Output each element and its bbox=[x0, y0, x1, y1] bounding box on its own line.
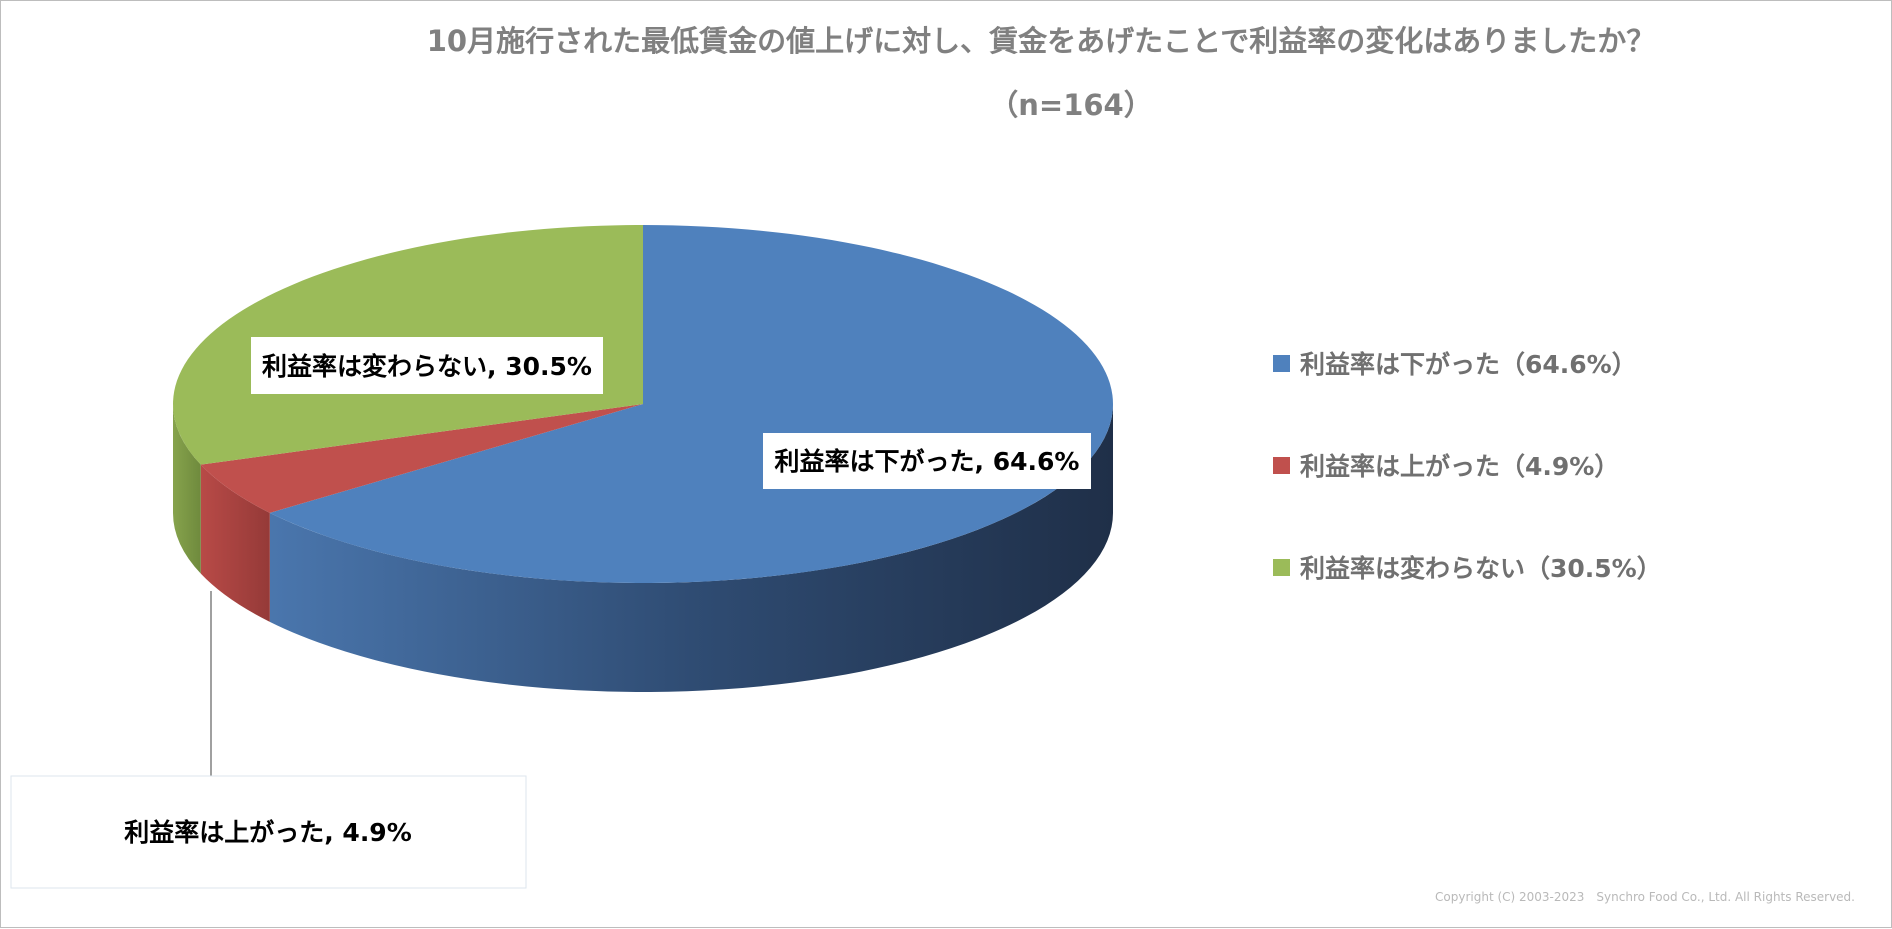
legend-item-up: 利益率は上がった（4.9%） bbox=[1273, 448, 1833, 482]
legend-label-up: 利益率は上がった（4.9%） bbox=[1300, 452, 1620, 481]
chart-subtitle: （n=164） bbox=[989, 88, 1153, 122]
copyright-notice: Copyright (C) 2003-2023 Synchro Food Co.… bbox=[1435, 890, 1855, 904]
legend-item-same: 利益率は変わらない（30.5%） bbox=[1273, 550, 1833, 584]
data-label-same: 利益率は変わらない, 30.5% bbox=[251, 337, 603, 394]
pie-top-faces bbox=[173, 225, 1113, 583]
legend-label-same: 利益率は変わらない（30.5%） bbox=[1300, 554, 1662, 583]
pie-side-walls bbox=[173, 404, 1113, 693]
legend-swatch-up bbox=[1273, 456, 1290, 474]
pie-side-down bbox=[269, 404, 1113, 693]
pie-side-same bbox=[173, 404, 201, 574]
pie-slice-down bbox=[269, 225, 1113, 583]
data-label-same-text: 利益率は変わらない, 30.5% bbox=[262, 352, 592, 381]
data-label-up: 利益率は上がった, 4.9% bbox=[10, 775, 527, 889]
legend-swatch-same bbox=[1273, 558, 1290, 576]
data-label-down: 利益率は下がった, 64.6% bbox=[763, 433, 1091, 489]
chart-legend: 利益率は下がった（64.6%） 利益率は上がった（4.9%） 利益率は変わらない… bbox=[1273, 346, 1833, 652]
pie-side-up bbox=[200, 464, 270, 622]
pie-slice-up bbox=[200, 404, 644, 513]
legend-swatch-down bbox=[1273, 354, 1290, 372]
data-label-up-text: 利益率は上がった, 4.9% bbox=[124, 818, 412, 847]
legend-label-down: 利益率は下がった（64.6%） bbox=[1300, 350, 1637, 379]
data-label-down-text: 利益率は下がった, 64.6% bbox=[775, 447, 1080, 476]
legend-item-down: 利益率は下がった（64.6%） bbox=[1273, 346, 1833, 380]
chart-title: 10月施行された最低賃金の値上げに対し、賃金をあげたことで利益率の変化はありまし… bbox=[426, 24, 1656, 58]
